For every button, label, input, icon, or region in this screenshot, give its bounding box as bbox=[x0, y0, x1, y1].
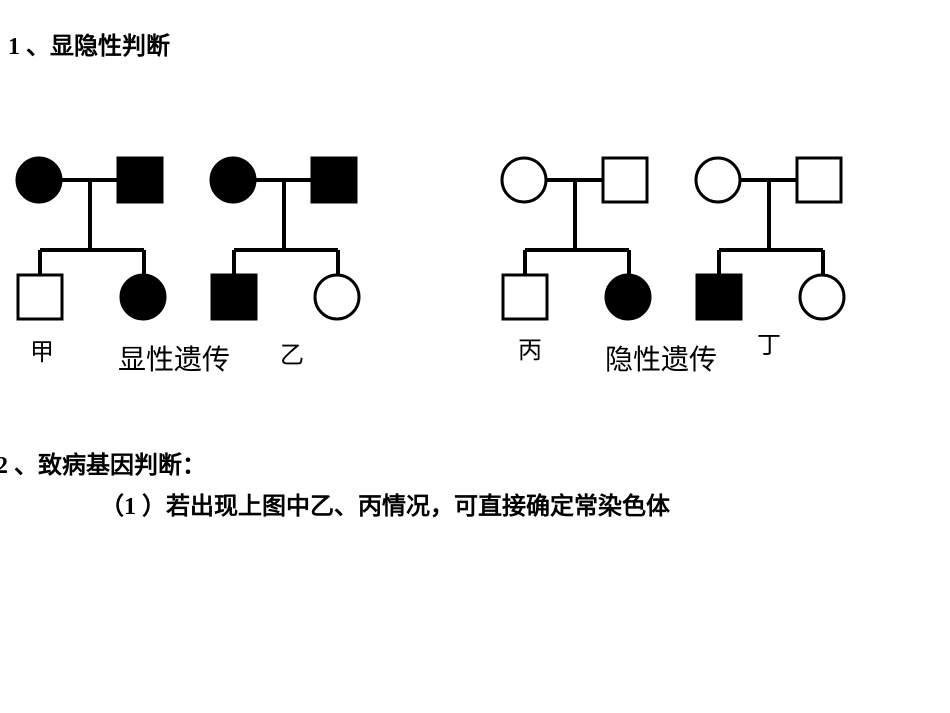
heading-2: 2 、致病基因判断： bbox=[0, 445, 206, 480]
point-1: （1 ）若出现上图中乙、丙情况，可直接确定常染色体 bbox=[100, 486, 670, 521]
pedigree-diagrams bbox=[0, 0, 950, 400]
